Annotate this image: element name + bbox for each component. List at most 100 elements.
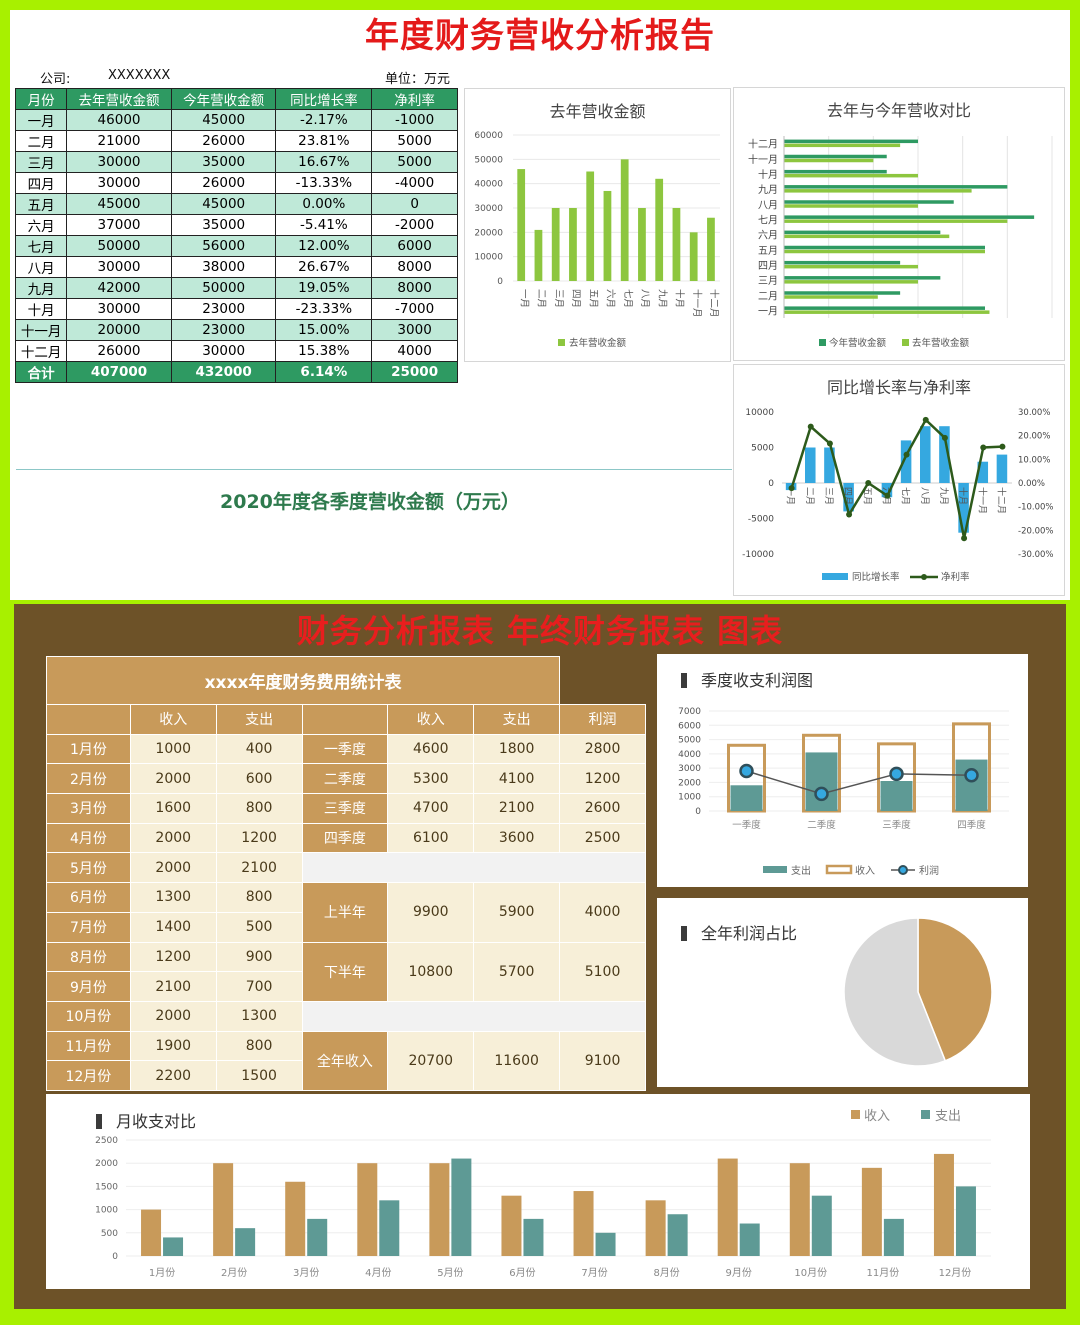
y-tick-label: 4000 <box>678 750 701 760</box>
x-tick-label: 3月份 <box>293 1267 319 1279</box>
legend-label: 今年营收金额 <box>829 337 887 349</box>
table-cell: -23.33% <box>275 298 373 320</box>
table-row: 11月份 1900 800 全年收入 20700 11600 9100 <box>46 1030 646 1091</box>
table-cell: 0.00% <box>275 193 373 215</box>
x-tick-label: 10月份 <box>794 1267 827 1279</box>
col-income: 收入 <box>129 704 217 735</box>
line-point <box>999 443 1006 450</box>
table-row: 3月份 1600 800 三季度 4700 2100 2600 <box>46 793 646 824</box>
table-cell: 四月 <box>14 172 68 194</box>
y-tick-label: 1000 <box>95 1206 118 1216</box>
gap-cell <box>301 1000 647 1032</box>
col-header: 净利率 <box>371 88 458 110</box>
line-point <box>865 480 872 486</box>
line-point <box>922 416 929 423</box>
table-cell: 五月 <box>14 193 68 215</box>
x-tick-label: 十二月 <box>995 487 1007 514</box>
table-cell: 十一月 <box>14 319 68 341</box>
table-cell: 46000 <box>66 109 172 131</box>
table-row: 九月 42000 50000 19.05% 8000 <box>14 277 458 299</box>
group-profit: 2800 <box>559 733 646 765</box>
month-income: 1300 <box>129 882 217 913</box>
income-bar <box>717 1158 738 1256</box>
bar <box>977 461 989 483</box>
expense-bar <box>805 752 838 811</box>
chart-title: 月收支对比 <box>96 1108 196 1132</box>
bar-last-year <box>784 310 990 314</box>
table-cell: 35000 <box>170 214 277 236</box>
table-cell: 30000 <box>66 298 172 320</box>
col-header: 今年营收金额 <box>170 88 277 110</box>
month-expense: 1300 <box>215 1000 303 1032</box>
table-cell: 50000 <box>66 235 172 257</box>
y-tick-label: 20000 <box>474 228 503 238</box>
legend-label: 净利率 <box>941 571 970 583</box>
month-bar-chart: 2500 2000 1500 1000 500 0 1月份 2月份 3月份 4月份 5月份 6月份 7月… <box>95 1109 991 1279</box>
table-cell: 16.67% <box>275 151 373 173</box>
table-cell: -13.33% <box>275 172 373 194</box>
legend-label: 利润 <box>919 864 939 877</box>
table-cell: 30000 <box>66 172 172 194</box>
bar-last-year <box>784 264 918 269</box>
x-tick-label: 一月 <box>785 487 796 505</box>
chart-title: 去年营收金额 <box>549 102 646 121</box>
group-label: 全年收入 <box>301 1030 389 1091</box>
table-row: 三月 30000 35000 16.67% 5000 <box>14 151 458 173</box>
bar <box>843 483 854 512</box>
x-tick-label: 十月 <box>674 289 686 308</box>
chart-growth-panel: 同比增长率与净利率 10000 5000 0 -5000 -10000 30.00% 20.… <box>733 364 1065 596</box>
table-cell: 3000 <box>371 319 458 341</box>
table-row: 2月份 2000 600 二季度 5300 4100 1200 <box>46 763 646 795</box>
line-point <box>846 511 853 518</box>
bar <box>805 447 816 483</box>
month-income: 1600 <box>129 793 217 824</box>
table-cell: 5000 <box>371 151 458 173</box>
y2-tick-label: 10.00% <box>1018 455 1050 465</box>
bar-last-year <box>784 219 1008 223</box>
col-header: 去年营收金额 <box>66 88 172 110</box>
legend-swatch <box>822 573 848 580</box>
profit-point <box>814 786 829 802</box>
expense-bar <box>379 1200 400 1256</box>
table-cell: 8000 <box>371 277 458 299</box>
table-cell: 30000 <box>170 340 277 362</box>
y-tick-label: 2500 <box>95 1136 118 1146</box>
month-expense: 800 <box>215 793 303 824</box>
x-tick-label: 五月 <box>861 487 872 505</box>
table-row: 二月 21000 26000 23.81% 5000 <box>14 130 458 152</box>
group-profit: 2600 <box>559 793 646 824</box>
profit-pie-panel: 全年利润占比 <box>657 898 1028 1087</box>
group-income: 4600 <box>387 733 475 765</box>
income-bar <box>789 1163 810 1256</box>
month-expense: 400 <box>215 733 303 765</box>
income-bar <box>429 1163 450 1256</box>
bar-this-year <box>784 200 954 204</box>
unit-label: 单位：万元 <box>385 72 451 87</box>
expense-bar <box>523 1218 544 1256</box>
bar-last-year <box>784 204 918 208</box>
y-tick-label: 四月 <box>758 260 778 272</box>
income-bar <box>285 1181 306 1256</box>
expense-table: xxxx年度财务费用统计表 收入 支出 收入 支出 利润 1月份 1000 400… <box>45 656 647 1091</box>
group-profit: 5100 <box>559 941 646 1002</box>
y-tick-label: 60000 <box>474 131 503 141</box>
table-cell: 23.81% <box>275 130 373 152</box>
y2-tick-label: 20.00% <box>1018 432 1050 442</box>
x-tick-label: 八月 <box>919 487 930 505</box>
expense-bar <box>955 759 988 811</box>
expense-bar <box>955 1186 976 1256</box>
table-cell: 23000 <box>170 298 277 320</box>
x-tick-label: 5月份 <box>437 1267 463 1279</box>
group-expense: 3600 <box>473 822 561 854</box>
bar <box>824 447 835 483</box>
bar <box>881 483 893 498</box>
x-tick-label: 1月份 <box>149 1267 175 1279</box>
bar <box>996 454 1008 483</box>
chart-compare-panel: 去年与今年营收对比 一月 二月 三月 四月 五月 六月 七月 八月 九月 十月 十一月 十二月 今年营收… <box>733 87 1065 361</box>
table-row: 9月份 2100 700 <box>46 971 646 1002</box>
table-cell: 26000 <box>66 340 172 362</box>
month-expense: 1500 <box>215 1060 303 1091</box>
income-bar <box>933 1153 954 1256</box>
table-row: 八月 30000 38000 26.67% 8000 <box>14 256 458 278</box>
